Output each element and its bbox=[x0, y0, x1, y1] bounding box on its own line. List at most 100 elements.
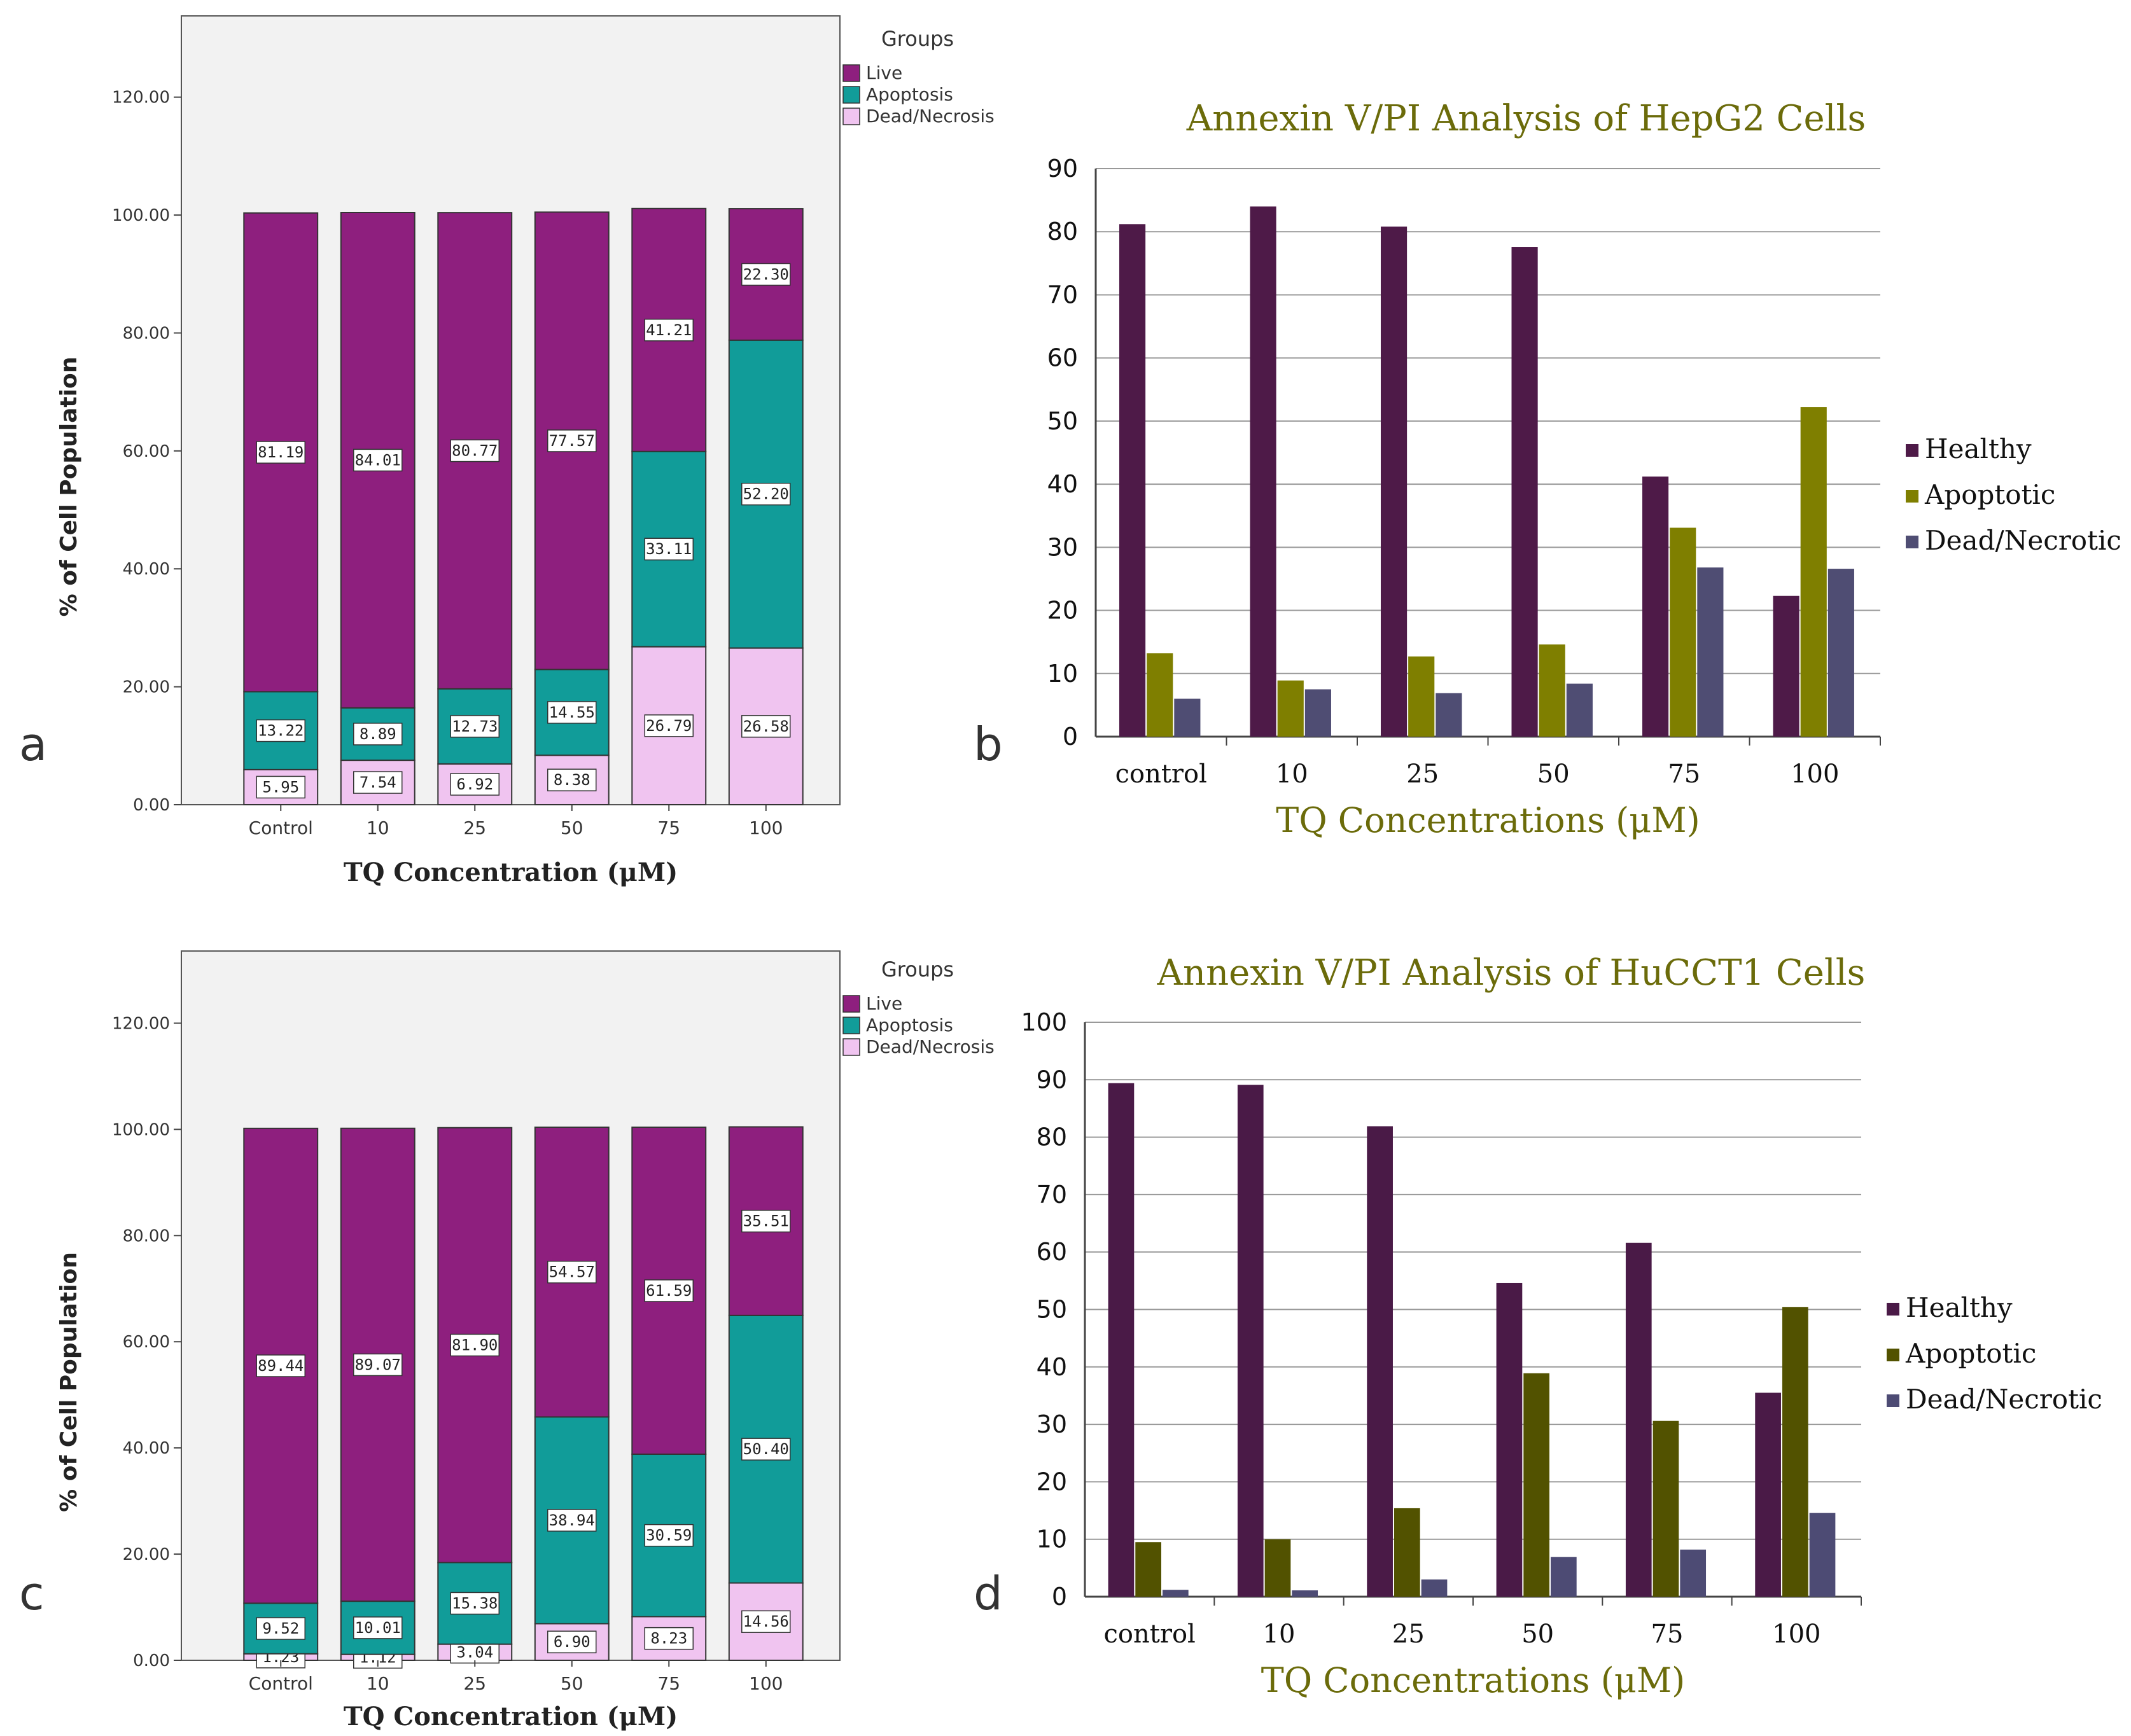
bar bbox=[1511, 247, 1538, 737]
legend-swatch bbox=[1906, 444, 1918, 457]
y-tick-label: 40 bbox=[1047, 470, 1078, 498]
data-label-box bbox=[353, 771, 403, 794]
data-label-box bbox=[741, 1438, 791, 1461]
data-label: 8.23 bbox=[650, 1630, 687, 1648]
bar bbox=[1163, 1590, 1189, 1597]
panel-letter-b: b bbox=[974, 718, 1003, 771]
legend-swatch bbox=[842, 86, 860, 104]
y-tick-label: 0 bbox=[1052, 1583, 1067, 1611]
bar bbox=[1394, 1508, 1420, 1597]
data-label-box bbox=[644, 1279, 694, 1302]
bar bbox=[1250, 206, 1276, 737]
x-tick-label: 50 bbox=[561, 817, 583, 838]
data-label: 33.11 bbox=[646, 540, 692, 558]
x-tick-label: 10 bbox=[367, 1673, 389, 1694]
y-tick-label: 100.00 bbox=[112, 1120, 170, 1139]
data-label: 13.22 bbox=[258, 722, 304, 740]
data-label: 77.57 bbox=[549, 432, 595, 450]
data-label: 8.89 bbox=[360, 725, 396, 743]
legend-swatch bbox=[842, 1017, 860, 1034]
data-label: 7.54 bbox=[360, 774, 396, 791]
y-tick-label: 60.00 bbox=[123, 1333, 170, 1352]
data-label-box bbox=[741, 1610, 791, 1633]
x-tick-label: 50 bbox=[1537, 760, 1570, 789]
y-tick-label: 10 bbox=[1037, 1525, 1067, 1553]
y-axis-title: % of Cell Population bbox=[56, 357, 82, 617]
bar bbox=[1237, 1085, 1264, 1597]
y-tick-label: 60 bbox=[1037, 1238, 1067, 1266]
bar bbox=[1566, 683, 1593, 737]
bar bbox=[1652, 1420, 1679, 1597]
bar bbox=[1304, 689, 1331, 737]
legend-label: Live bbox=[866, 62, 902, 83]
data-label-box bbox=[450, 715, 500, 738]
legend-swatch bbox=[842, 1038, 860, 1056]
y-tick-label: 120.00 bbox=[112, 1014, 170, 1033]
bar bbox=[1135, 1542, 1161, 1597]
y-tick-label: 60.00 bbox=[123, 442, 170, 461]
data-label-box bbox=[547, 1509, 597, 1532]
legend-label: Dead/Necrotic bbox=[1925, 525, 2121, 556]
bar bbox=[1670, 527, 1696, 737]
bar bbox=[1680, 1549, 1707, 1597]
legend-swatch bbox=[1906, 536, 1918, 548]
x-tick-label: 25 bbox=[1406, 760, 1439, 789]
data-label-box bbox=[741, 1209, 791, 1233]
data-label-box bbox=[644, 1627, 694, 1650]
y-tick-label: 20 bbox=[1037, 1468, 1067, 1496]
data-label-box bbox=[741, 715, 791, 738]
y-tick-label: 60 bbox=[1047, 344, 1078, 372]
data-label: 52.20 bbox=[743, 485, 789, 503]
x-tick-label: 75 bbox=[657, 1673, 680, 1694]
data-label: 15.38 bbox=[452, 1594, 498, 1612]
data-label-box bbox=[547, 429, 597, 452]
data-label-box bbox=[450, 1333, 500, 1357]
x-tick-label: Control bbox=[249, 817, 313, 838]
y-tick-label: 50 bbox=[1047, 407, 1078, 435]
legend-swatch bbox=[842, 995, 860, 1013]
legend-swatch bbox=[842, 64, 860, 82]
bar bbox=[1174, 698, 1201, 737]
x-axis-title: TQ Concentrations (μM) bbox=[1276, 800, 1700, 840]
legend-label: Healthy bbox=[1925, 433, 2032, 464]
data-label: 9.52 bbox=[262, 1620, 299, 1637]
y-tick-label: 120.00 bbox=[112, 88, 170, 108]
legend: Healthy Apoptotic Dead/Necrotic bbox=[1906, 433, 2121, 556]
bar bbox=[1292, 1590, 1318, 1597]
chart-panel-d: Annexin V/PI Analysis of HuCCT1 Cells 0 10… bbox=[1021, 952, 2102, 1700]
legend-label: Apoptotic bbox=[1924, 479, 2055, 510]
bar bbox=[1147, 653, 1173, 737]
bar bbox=[1697, 567, 1724, 737]
x-tick-label: control bbox=[1104, 1620, 1196, 1649]
y-tick-label: 80.00 bbox=[123, 1226, 170, 1246]
legend-swatch bbox=[1906, 490, 1918, 503]
data-label-box bbox=[450, 773, 500, 796]
data-label: 5.95 bbox=[262, 778, 299, 796]
y-tick-label: 80 bbox=[1037, 1123, 1067, 1151]
data-label: 8.38 bbox=[554, 771, 590, 789]
x-tick-label: 10 bbox=[1276, 760, 1308, 789]
data-label-box bbox=[353, 1353, 403, 1377]
data-label-box bbox=[353, 448, 403, 472]
legend-label: Dead/Necrosis bbox=[866, 1036, 995, 1057]
legend-label: Dead/Necrosis bbox=[866, 106, 995, 127]
y-tick-label: 20 bbox=[1047, 597, 1078, 625]
bar bbox=[1551, 1557, 1577, 1597]
data-label-box bbox=[644, 1524, 694, 1547]
data-label: 10.01 bbox=[355, 1619, 401, 1637]
x-tick-label: Control bbox=[249, 1673, 313, 1694]
legend-swatch bbox=[1887, 1303, 1899, 1316]
y-tick-label: 0.00 bbox=[133, 796, 170, 815]
data-label: 38.94 bbox=[549, 1511, 595, 1529]
bar bbox=[1436, 693, 1462, 737]
data-label: 89.07 bbox=[355, 1356, 401, 1373]
bar bbox=[1277, 680, 1304, 737]
y-tick-label: 70 bbox=[1037, 1181, 1067, 1209]
panel-letter-c: c bbox=[19, 1567, 45, 1620]
chart-panel-c: 0.00 20.00 40.00 60.00 80.00 100.00 120.00 % of… bbox=[56, 950, 995, 1732]
y-tick-label: 40.00 bbox=[123, 1439, 170, 1458]
data-label-box bbox=[741, 263, 791, 286]
